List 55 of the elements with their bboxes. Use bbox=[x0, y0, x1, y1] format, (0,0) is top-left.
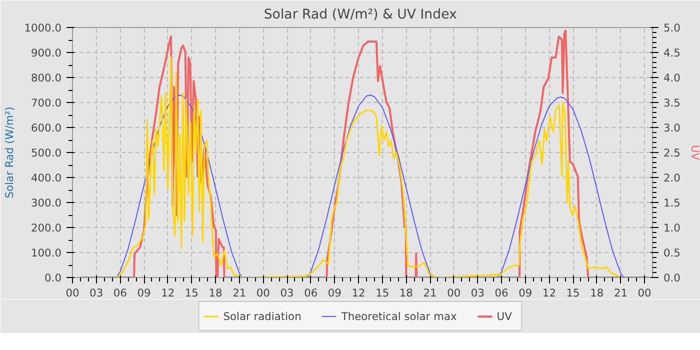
y2-tick-label: 3.5 bbox=[664, 96, 680, 110]
x-tick-label: 21 bbox=[614, 286, 628, 300]
chart-title: Solar Rad (W/m²) & UV Index bbox=[264, 8, 458, 22]
x-tick-label: 03 bbox=[280, 286, 294, 300]
x-tick-label: 09 bbox=[518, 286, 532, 300]
x-tick-label: 06 bbox=[304, 286, 318, 300]
y-tick-label: 100.0 bbox=[30, 246, 62, 260]
x-tick-label: 00 bbox=[256, 286, 270, 300]
line-series bbox=[115, 56, 622, 278]
y2-tick-label: 4.5 bbox=[664, 46, 680, 60]
y2-tick-label: 5.0 bbox=[664, 22, 681, 34]
y2-tick-label: 2.0 bbox=[664, 172, 681, 184]
y2-tick-label: 0.0 bbox=[664, 272, 681, 284]
x-tick-label: 18 bbox=[590, 286, 604, 300]
y-tick-label: 0.0 bbox=[44, 272, 62, 284]
x-tick-label: 12 bbox=[161, 286, 175, 300]
y-tick-label: 600.0 bbox=[30, 122, 62, 134]
x-tick-label: 06 bbox=[494, 286, 509, 300]
x-tick-label: 15 bbox=[566, 286, 580, 300]
y-tick-label: 300.0 bbox=[30, 196, 62, 210]
y-tick-label: 500.0 bbox=[30, 146, 62, 160]
x-tick-label: 21 bbox=[423, 286, 437, 300]
legend-label: UV bbox=[496, 310, 513, 322]
x-tick-label: 21 bbox=[232, 286, 246, 300]
x-tick-label: 06 bbox=[113, 286, 128, 300]
x-tick-label: 18 bbox=[399, 286, 414, 300]
y-axis-title: Solar Rad (W/m²) bbox=[3, 106, 16, 198]
x-tick-label: 09 bbox=[137, 286, 152, 300]
y-tick-label: 800.0 bbox=[30, 72, 62, 84]
x-tick-label: 18 bbox=[208, 286, 223, 300]
x-tick-label: 12 bbox=[542, 286, 556, 300]
y2-axis-title: UV bbox=[688, 144, 700, 161]
y2-tick-label: 1.0 bbox=[664, 222, 681, 234]
x-tick-label: 00 bbox=[66, 286, 80, 300]
y2-tick-label: 1.5 bbox=[664, 196, 680, 210]
x-tick-label: 15 bbox=[184, 286, 198, 300]
y-tick-label: 400.0 bbox=[30, 172, 62, 184]
y-tick-label: 700.0 bbox=[30, 96, 62, 110]
legend-label: Theoretical solar max bbox=[341, 310, 457, 322]
y-tick-label: 200.0 bbox=[30, 222, 62, 234]
y2-tick-label: 0.5 bbox=[664, 246, 680, 260]
x-tick-label: 00 bbox=[638, 286, 652, 300]
y-tick-label: 900.0 bbox=[30, 46, 62, 60]
y2-tick-label: 2.5 bbox=[664, 146, 680, 160]
y2-tick-label: 3.0 bbox=[664, 122, 681, 134]
legend-label: Solar radiation bbox=[223, 310, 302, 322]
y-tick-label: 1000.0 bbox=[24, 22, 62, 34]
x-tick-label: 03 bbox=[470, 286, 484, 300]
x-tick-label: 03 bbox=[90, 286, 104, 300]
x-tick-label: 12 bbox=[352, 286, 366, 300]
y2-tick-label: 4.0 bbox=[664, 72, 681, 84]
x-tick-label: 15 bbox=[376, 286, 390, 300]
x-tick-label: 09 bbox=[328, 286, 342, 300]
x-tick-label: 00 bbox=[447, 286, 461, 300]
line-series bbox=[79, 30, 650, 278]
